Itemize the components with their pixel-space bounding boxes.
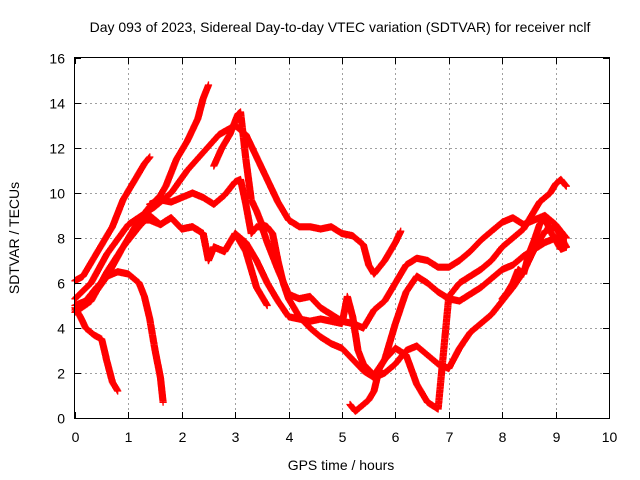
scatter-series-layer [71,81,570,415]
x-tick-label: 0 [72,429,80,445]
y-tick-label: 0 [57,411,65,427]
x-tick-label: 10 [602,429,618,445]
x-axis-title: GPS time / hours [288,457,395,473]
x-tick-label: 6 [392,429,400,445]
series-11-points [498,214,570,303]
y-tick-label: 8 [57,231,65,247]
y-tick-label: 16 [49,51,65,67]
x-tick-label: 3 [232,429,240,445]
x-tick-label: 4 [286,429,294,445]
x-tick-label: 7 [446,429,454,445]
y-tick-label: 10 [49,186,65,202]
x-tick-label: 5 [339,429,347,445]
y-tick-label: 14 [49,96,65,112]
series-2-points [71,304,122,395]
y-tick-label: 12 [49,141,65,157]
y-tick-label: 4 [57,321,65,337]
series-10-points [346,175,570,415]
x-tick-label: 2 [179,429,187,445]
y-tick-label: 2 [57,366,65,382]
plot-frame [74,57,610,419]
y-axis-title: SDTVAR / TECUs [6,182,22,294]
series-8-points [146,175,570,332]
y-tick-label: 6 [57,276,65,292]
chart-title: Day 093 of 2023, Sidereal Day-to-day VTE… [90,19,591,35]
x-tick-label: 8 [499,429,507,445]
x-tick-label: 9 [553,429,561,445]
x-tick-label: 1 [125,429,133,445]
